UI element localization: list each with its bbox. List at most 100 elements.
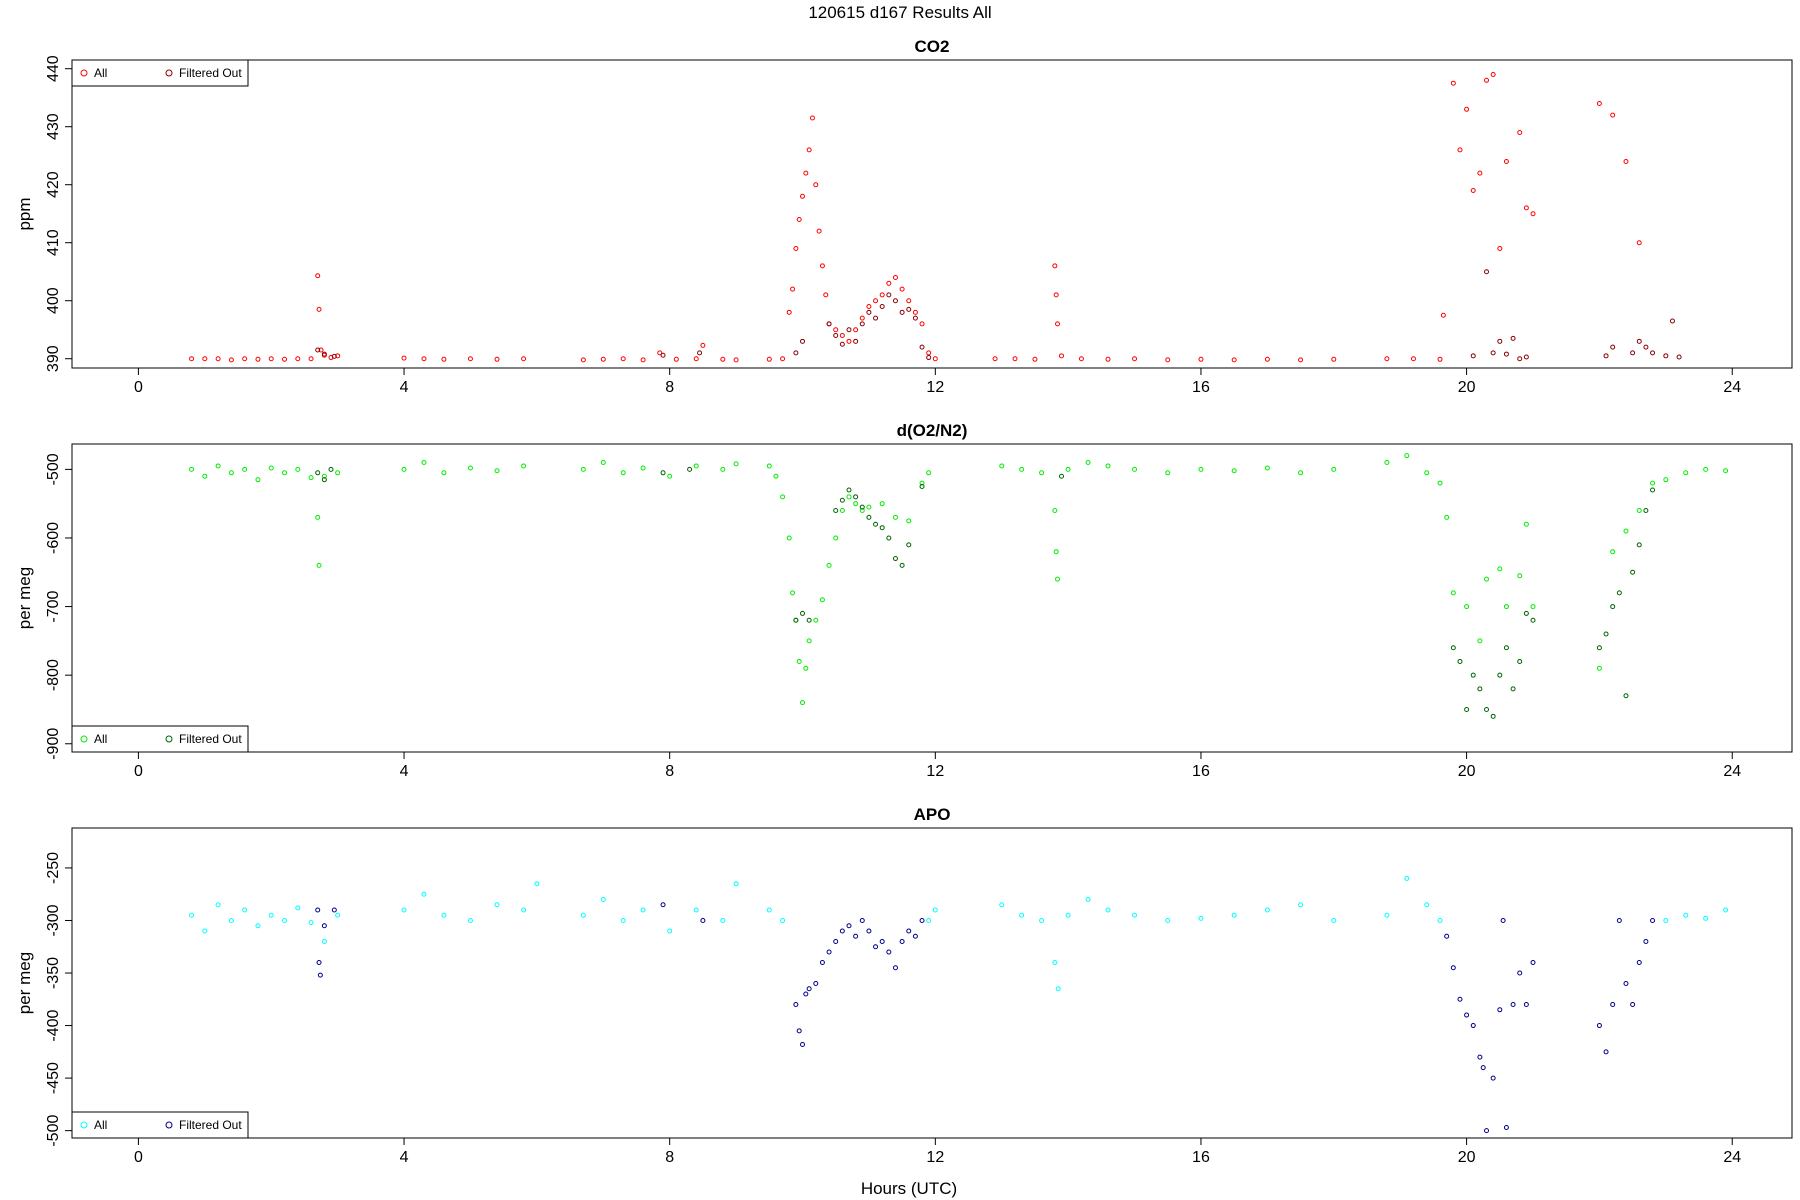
y-tick-label: 440 xyxy=(45,55,62,82)
data-point xyxy=(879,525,885,531)
data-point xyxy=(786,309,792,315)
data-point xyxy=(873,298,879,304)
data-point xyxy=(899,286,905,292)
data-point xyxy=(1457,658,1463,664)
data-point xyxy=(1450,645,1456,651)
data-point xyxy=(1470,188,1476,194)
data-point xyxy=(1523,1002,1529,1008)
data-point xyxy=(467,465,473,471)
data-point xyxy=(1623,159,1629,165)
data-point xyxy=(906,298,912,304)
data-point xyxy=(1165,357,1171,363)
data-point xyxy=(813,617,819,623)
legend-symbol xyxy=(80,1121,88,1129)
data-point xyxy=(1510,1002,1516,1008)
legend-box xyxy=(71,725,249,753)
data-point xyxy=(1132,466,1138,472)
data-point xyxy=(1264,465,1270,471)
x-tick-label: 20 xyxy=(1458,379,1476,396)
data-point xyxy=(282,917,288,923)
y-tick-label: -400 xyxy=(45,1009,62,1041)
data-point xyxy=(1019,466,1025,472)
data-point xyxy=(926,470,932,476)
data-point xyxy=(441,912,447,918)
data-point xyxy=(1610,604,1616,610)
data-point xyxy=(1480,1065,1486,1071)
chart-title: CO2 xyxy=(915,37,950,56)
data-point xyxy=(879,938,885,944)
data-point xyxy=(766,907,772,913)
data-point xyxy=(819,263,825,269)
data-point xyxy=(879,501,885,507)
data-point xyxy=(1523,521,1529,527)
data-point xyxy=(800,338,806,344)
data-point xyxy=(826,562,832,568)
data-point xyxy=(697,350,703,356)
data-point xyxy=(1530,617,1536,623)
data-point xyxy=(255,477,261,483)
data-point xyxy=(316,960,322,966)
data-point xyxy=(773,473,779,479)
data-point xyxy=(673,356,679,362)
data-point xyxy=(1477,686,1483,692)
data-point xyxy=(1603,1049,1609,1055)
legend-box xyxy=(71,59,249,87)
data-point xyxy=(1723,907,1729,913)
data-point xyxy=(1404,453,1410,459)
data-point xyxy=(1264,907,1270,913)
data-point xyxy=(321,923,327,929)
data-point xyxy=(640,907,646,913)
data-point xyxy=(790,286,796,292)
data-point xyxy=(1058,353,1064,359)
x-tick-label: 16 xyxy=(1192,379,1210,396)
data-point xyxy=(1596,1023,1602,1029)
series-filtered-out xyxy=(315,269,1682,362)
data-point xyxy=(1636,960,1642,966)
data-point xyxy=(803,665,809,671)
legend-entry: Filtered Out xyxy=(179,732,242,746)
y-tick-label: 410 xyxy=(45,229,62,256)
data-point xyxy=(1052,263,1058,269)
data-point xyxy=(1497,338,1503,344)
data-point xyxy=(620,917,626,923)
data-point xyxy=(1231,357,1237,363)
data-point xyxy=(1012,356,1018,362)
data-point xyxy=(1065,912,1071,918)
data-point xyxy=(839,497,845,503)
data-point xyxy=(1450,965,1456,971)
data-point xyxy=(580,912,586,918)
series-filtered-out xyxy=(315,902,1656,1134)
data-point xyxy=(1630,350,1636,356)
data-point xyxy=(580,357,586,363)
data-point xyxy=(720,356,726,362)
data-point xyxy=(919,480,925,486)
chart-title: d(O2/N2) xyxy=(897,421,968,440)
data-point xyxy=(1510,335,1516,341)
data-point xyxy=(315,514,321,520)
y-tick-label: 420 xyxy=(45,171,62,198)
data-point xyxy=(228,470,234,476)
data-point xyxy=(1052,960,1058,966)
data-point xyxy=(1484,1128,1490,1134)
data-point xyxy=(521,463,527,469)
data-point xyxy=(1464,106,1470,112)
data-point xyxy=(1450,590,1456,596)
data-point xyxy=(1477,638,1483,644)
data-point xyxy=(1477,1054,1483,1060)
y-tick-label: -250 xyxy=(45,852,62,884)
data-point xyxy=(796,217,802,223)
y-tick-label: -700 xyxy=(45,590,62,622)
y-tick-label: -900 xyxy=(45,728,62,760)
data-point xyxy=(1603,353,1609,359)
data-point xyxy=(1623,528,1629,534)
data-point xyxy=(315,273,321,279)
data-point xyxy=(919,344,925,350)
data-point xyxy=(1723,468,1729,474)
data-point xyxy=(1669,318,1675,324)
data-point xyxy=(919,484,925,490)
data-point xyxy=(919,321,925,327)
data-point xyxy=(1490,72,1496,78)
data-point xyxy=(833,938,839,944)
data-point xyxy=(1503,351,1509,357)
